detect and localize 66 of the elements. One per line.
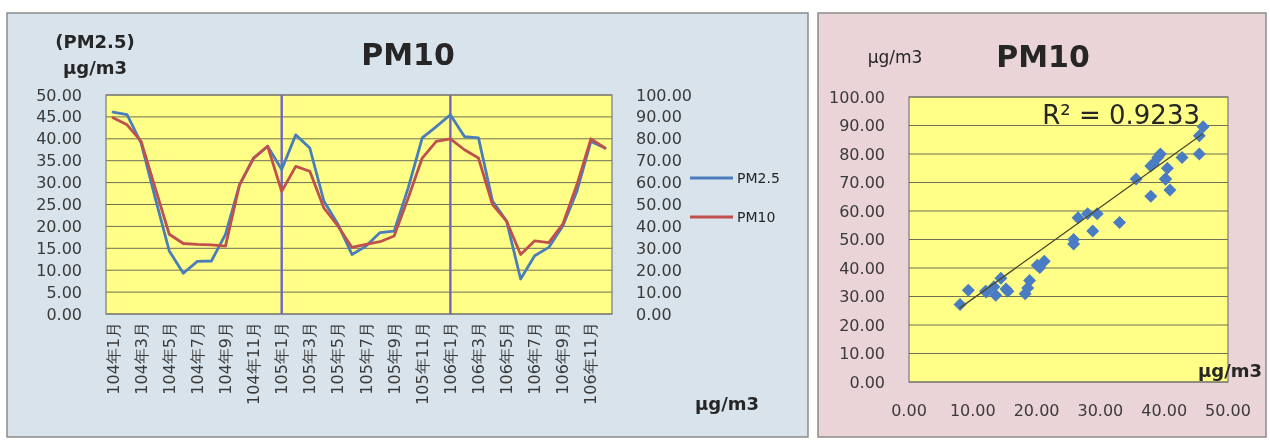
y2label: µg/m3 (695, 393, 759, 414)
ytick: 15.00 (36, 238, 82, 258)
title: PM10 (996, 39, 1090, 74)
y2tick: 70.00 (636, 151, 682, 171)
y2tick: 90.00 (636, 107, 682, 127)
xtick: 105年9月 (384, 322, 404, 395)
xtick: 105年5月 (328, 322, 348, 395)
ytick: 20.00 (36, 216, 82, 236)
xtick: 105年7月 (356, 322, 376, 395)
xtick: 104年5月 (159, 322, 179, 395)
ytick: 30.00 (839, 287, 885, 306)
ylabel: µg/m3 (867, 47, 923, 67)
xtick: 20.00 (1013, 400, 1060, 420)
ytick: 90.00 (839, 116, 885, 135)
ytick: 5.00 (46, 282, 82, 302)
y2tick: 60.00 (636, 173, 682, 193)
ytick: 100.00 (829, 87, 885, 107)
xtick: 30.00 (1077, 400, 1124, 420)
ytick: 45.00 (36, 107, 82, 127)
ytick: 60.00 (839, 201, 885, 221)
ytick: 25.00 (36, 195, 82, 214)
xtick: 105年3月 (300, 322, 320, 395)
y2tick: 100.00 (636, 85, 692, 105)
xtick: 104年3月 (131, 322, 151, 395)
xtick: 40.00 (1141, 400, 1188, 420)
xtick: 50.00 (1205, 400, 1251, 420)
ytick: 40.00 (36, 129, 82, 149)
y2tick: 10.00 (636, 282, 682, 302)
ytick: 0.00 (46, 304, 82, 324)
xtick: 106年11月 (581, 322, 601, 405)
ytick: 50.00 (839, 230, 885, 249)
y2tick: 80.00 (636, 129, 682, 149)
xtick: 106年9月 (553, 322, 573, 395)
xtick: 10.00 (949, 400, 996, 420)
ytick: 0.00 (849, 372, 885, 392)
legend-label: PM2.5 (737, 170, 780, 186)
ytick: 10.00 (839, 344, 885, 363)
y2tick: 30.00 (636, 238, 682, 258)
xtick: 0.00 (891, 400, 927, 420)
ytick: 10.00 (36, 260, 82, 280)
xtick: 106年1月 (440, 322, 460, 395)
title: PM10 (361, 37, 455, 72)
xtick: 104年1月 (103, 322, 123, 395)
ytick: 80.00 (839, 144, 885, 164)
ylabel: (PM2.5) µg/m3 (55, 31, 135, 78)
ytick: 30.00 (36, 173, 82, 193)
y2tick: 40.00 (636, 216, 682, 236)
annotation: R² = 0.9233 (1042, 100, 1200, 130)
ytick: 50.00 (36, 85, 82, 105)
y2tick: 50.00 (636, 195, 682, 214)
xtick: 105年11月 (412, 322, 432, 405)
ytick: 20.00 (839, 315, 885, 335)
xlabel: µg/m3 (1198, 360, 1262, 381)
xtick: 105年1月 (272, 322, 292, 395)
ytick: 40.00 (839, 258, 885, 278)
y2tick: 0.00 (636, 304, 672, 324)
ytick: 35.00 (36, 151, 82, 171)
xtick: 106年7月 (525, 322, 545, 395)
xtick: 104年7月 (187, 322, 207, 395)
ytick: 70.00 (839, 173, 885, 192)
xtick: 106年3月 (468, 322, 488, 395)
y2tick: 20.00 (636, 260, 682, 280)
xtick: 106年5月 (497, 322, 517, 395)
legend-label: PM10 (737, 209, 776, 225)
xtick: 104年11月 (244, 322, 264, 405)
xtick: 104年9月 (215, 322, 235, 395)
